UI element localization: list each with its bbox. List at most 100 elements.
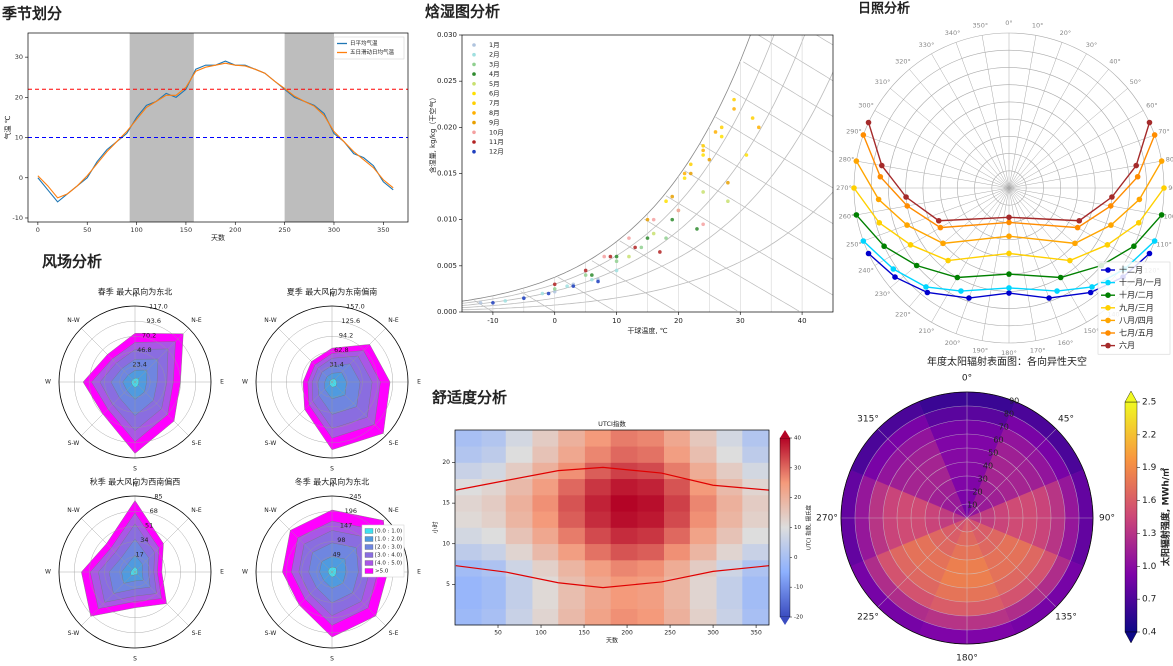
sun-position — [1006, 271, 1012, 277]
utci-cell — [455, 592, 482, 610]
utci-cell — [716, 430, 743, 447]
section-heading: 日照分析 — [858, 1, 910, 17]
utci-cell — [716, 527, 743, 545]
direction-label: N-W — [67, 317, 79, 324]
utci-cell — [455, 430, 482, 447]
utci-cell — [689, 511, 717, 528]
angle-label: 340° — [945, 29, 961, 37]
weather-point — [757, 125, 761, 130]
angle-label: 90° — [1099, 514, 1115, 524]
x-tick-label: 50 — [83, 226, 91, 234]
y-tick-label: 0.005 — [437, 262, 457, 270]
sun-position — [877, 173, 884, 180]
weather-point — [590, 273, 594, 277]
sun-position — [865, 250, 872, 257]
angle-label: 320° — [895, 58, 911, 66]
utci-cell — [558, 560, 586, 577]
sun-position — [935, 217, 942, 224]
direction-spoke — [134, 381, 189, 436]
plot-frame — [27, 32, 409, 223]
sun-position — [878, 162, 885, 169]
utci-cell — [558, 511, 586, 528]
sun-position — [1074, 224, 1081, 231]
angular-grid — [1008, 110, 1144, 189]
angle-label: 270° — [836, 184, 852, 192]
direction-label: E — [417, 379, 421, 386]
legend-label: 九月/三月 — [1119, 303, 1154, 312]
weather-point — [565, 284, 569, 288]
radial-tick-label: 85 — [154, 493, 162, 501]
legend-marker — [1105, 305, 1111, 311]
sun-position — [1134, 173, 1141, 180]
weather-point — [491, 300, 495, 305]
angular-grid — [890, 88, 1010, 189]
direction-label: S — [133, 656, 137, 663]
weather-point — [695, 227, 699, 231]
utci-cell — [558, 608, 586, 626]
weather-point — [552, 287, 557, 291]
enthalpy-line — [815, 35, 833, 46]
legend-label: 十月/二月 — [1119, 290, 1154, 300]
legend-label: 7月 — [489, 99, 500, 107]
colorbar-tick-label: 40 — [794, 436, 801, 442]
y-axis-label: 含湿量, kg/kg（干空气） — [428, 94, 437, 174]
legend-label: 八月/四月 — [1119, 316, 1154, 325]
direction-spoke — [278, 328, 333, 383]
radial-tick-label: 125.6 — [341, 317, 360, 325]
radial-tick-label: 93.6 — [147, 317, 161, 325]
season-span — [129, 33, 194, 222]
utci-cell — [637, 527, 665, 545]
legend-swatch — [472, 101, 476, 105]
utci-cell — [716, 608, 743, 626]
direction-label: N — [330, 482, 335, 489]
sun-position — [1109, 194, 1115, 200]
utci-cell — [558, 430, 586, 447]
angle-label: 110° — [1156, 240, 1172, 248]
colorbar-extend — [1124, 631, 1138, 644]
utci-cell — [532, 446, 559, 463]
direction-label: W — [242, 379, 248, 386]
utci-cell — [637, 576, 665, 593]
colorbar-tick-label: 10 — [794, 525, 801, 531]
enthalpy-line — [684, 170, 833, 260]
utci-cell — [584, 608, 612, 626]
weather-point — [540, 291, 545, 296]
angle-label: 90° — [1168, 184, 1173, 192]
utci-cell — [664, 560, 691, 577]
utci-cell — [610, 511, 638, 528]
weather-point — [701, 144, 705, 148]
utci-cell — [716, 576, 743, 593]
weather-point — [701, 222, 705, 227]
angle-label: 40° — [1109, 58, 1121, 66]
utci-cell — [664, 495, 691, 512]
utci-cell — [716, 560, 743, 577]
radial-tick-label: 31.4 — [329, 361, 343, 369]
angular-grid — [877, 517, 968, 608]
utci-cell — [532, 560, 559, 577]
weather-point — [701, 190, 705, 194]
y-tick-label: 0.025 — [437, 77, 457, 85]
chart-title: 年度太阳辐射表面图：各向异性天空 — [927, 355, 1087, 368]
x-tick-label: 50 — [494, 630, 502, 637]
enthalpy-line — [730, 90, 833, 153]
utci-cell — [455, 446, 482, 463]
sun-position — [853, 212, 860, 218]
utci-cell — [455, 462, 482, 480]
direction-spoke — [134, 518, 189, 573]
weather-point — [627, 236, 631, 240]
weather-point — [522, 296, 526, 300]
utci-cell — [610, 608, 638, 626]
sun-position — [1158, 158, 1165, 164]
utci-cell — [532, 592, 559, 610]
x-tick-label: 100 — [130, 226, 142, 234]
legend-marker — [1105, 279, 1111, 286]
angle-label: 350° — [973, 22, 989, 30]
direction-label: S — [330, 466, 334, 473]
utci-cell — [481, 543, 507, 561]
weather-point — [651, 217, 656, 222]
weather-point — [639, 245, 644, 250]
legend-label: [0.0 : 1.0) — [375, 529, 402, 535]
rose-frame — [58, 305, 212, 459]
sun-position — [940, 240, 946, 247]
sun-position — [1076, 217, 1083, 224]
